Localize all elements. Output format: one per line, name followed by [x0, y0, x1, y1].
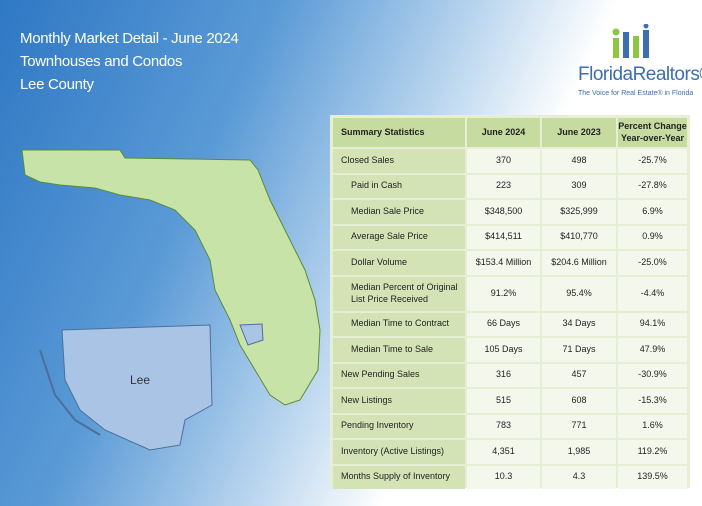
island — [39, 349, 101, 436]
row-label: Median Sale Price — [333, 200, 465, 224]
logo-icon — [612, 24, 649, 58]
subtitle: Townhouses and Condos — [20, 53, 183, 70]
row-value: 370 — [467, 149, 540, 173]
column-header: Percent Change Year-over-Year — [618, 118, 687, 147]
row-label: Dollar Volume — [333, 251, 465, 275]
logo-tagline: The Voice for Real Estate® in Florida — [578, 90, 694, 97]
map: Lee — [21, 149, 321, 451]
row-value: $414,511 — [467, 225, 540, 249]
row-value: $204.6 Million — [542, 251, 616, 275]
county: Lee County — [20, 76, 94, 93]
summary-table: Summary Statistics June 2024 June 2023 Perc… — [330, 115, 690, 489]
row-value: 105 Days — [467, 338, 540, 362]
row-value: 47.9% — [618, 338, 687, 362]
row-value: -15.3% — [618, 389, 687, 413]
row-label: New Pending Sales — [333, 363, 465, 387]
row-value: 498 — [542, 149, 616, 173]
row-label: Inventory (Active Listings) — [333, 440, 465, 464]
row-label: Months Supply of Inventory — [333, 465, 465, 489]
title: Monthly Market Detail - June 2024 — [20, 30, 239, 47]
row-label: Median Time to Sale — [333, 338, 465, 362]
row-value: 91.2% — [467, 276, 540, 311]
row-value: 783 — [467, 414, 540, 438]
row-value: 515 — [467, 389, 540, 413]
row-label: Median Percent of Original List Price Re… — [333, 276, 465, 311]
row-value: -25.0% — [618, 251, 687, 275]
row-value: 309 — [542, 174, 616, 198]
row-value: $325,999 — [542, 200, 616, 224]
row-value: 6.9% — [618, 200, 687, 224]
row-value: 457 — [542, 363, 616, 387]
row-value: 771 — [542, 414, 616, 438]
row-value: 95.4% — [542, 276, 616, 311]
row-value: 71 Days — [542, 338, 616, 362]
lee-inset — [61, 324, 213, 451]
row-value: 223 — [467, 174, 540, 198]
logo-name: FloridaRealtors® — [578, 64, 702, 85]
row-label: Average Sale Price — [333, 225, 465, 249]
row-label: Paid in Cash — [333, 174, 465, 198]
row-value: $410,770 — [542, 225, 616, 249]
lee-highlight — [239, 323, 264, 346]
row-value: $348,500 — [467, 200, 540, 224]
row-value: $153.4 Million — [467, 251, 540, 275]
column-header: Summary Statistics — [333, 118, 465, 147]
row-value: 0.9% — [618, 225, 687, 249]
row-value: 66 Days — [467, 312, 540, 336]
row-value: -25.7% — [618, 149, 687, 173]
row-value: 1.6% — [618, 414, 687, 438]
row-value: 94.1% — [618, 312, 687, 336]
row-value: 119.2% — [618, 440, 687, 464]
florida — [21, 149, 321, 406]
row-value: 10.3 — [467, 465, 540, 489]
row-value: 139.5% — [618, 465, 687, 489]
row-value: 316 — [467, 363, 540, 387]
column-header: June 2024 — [467, 118, 540, 147]
map-label: Lee — [130, 373, 150, 387]
row-value: 34 Days — [542, 312, 616, 336]
row-label: New Listings — [333, 389, 465, 413]
row-value: 4.3 — [542, 465, 616, 489]
row-value: 608 — [542, 389, 616, 413]
column-header: June 2023 — [542, 118, 616, 147]
row-label: Median Time to Contract — [333, 312, 465, 336]
row-value: 1,985 — [542, 440, 616, 464]
row-label: Pending Inventory — [333, 414, 465, 438]
row-label: Closed Sales — [333, 149, 465, 173]
row-value: 4,351 — [467, 440, 540, 464]
row-value: -27.8% — [618, 174, 687, 198]
row-value: -30.9% — [618, 363, 687, 387]
row-value: -4.4% — [618, 276, 687, 311]
